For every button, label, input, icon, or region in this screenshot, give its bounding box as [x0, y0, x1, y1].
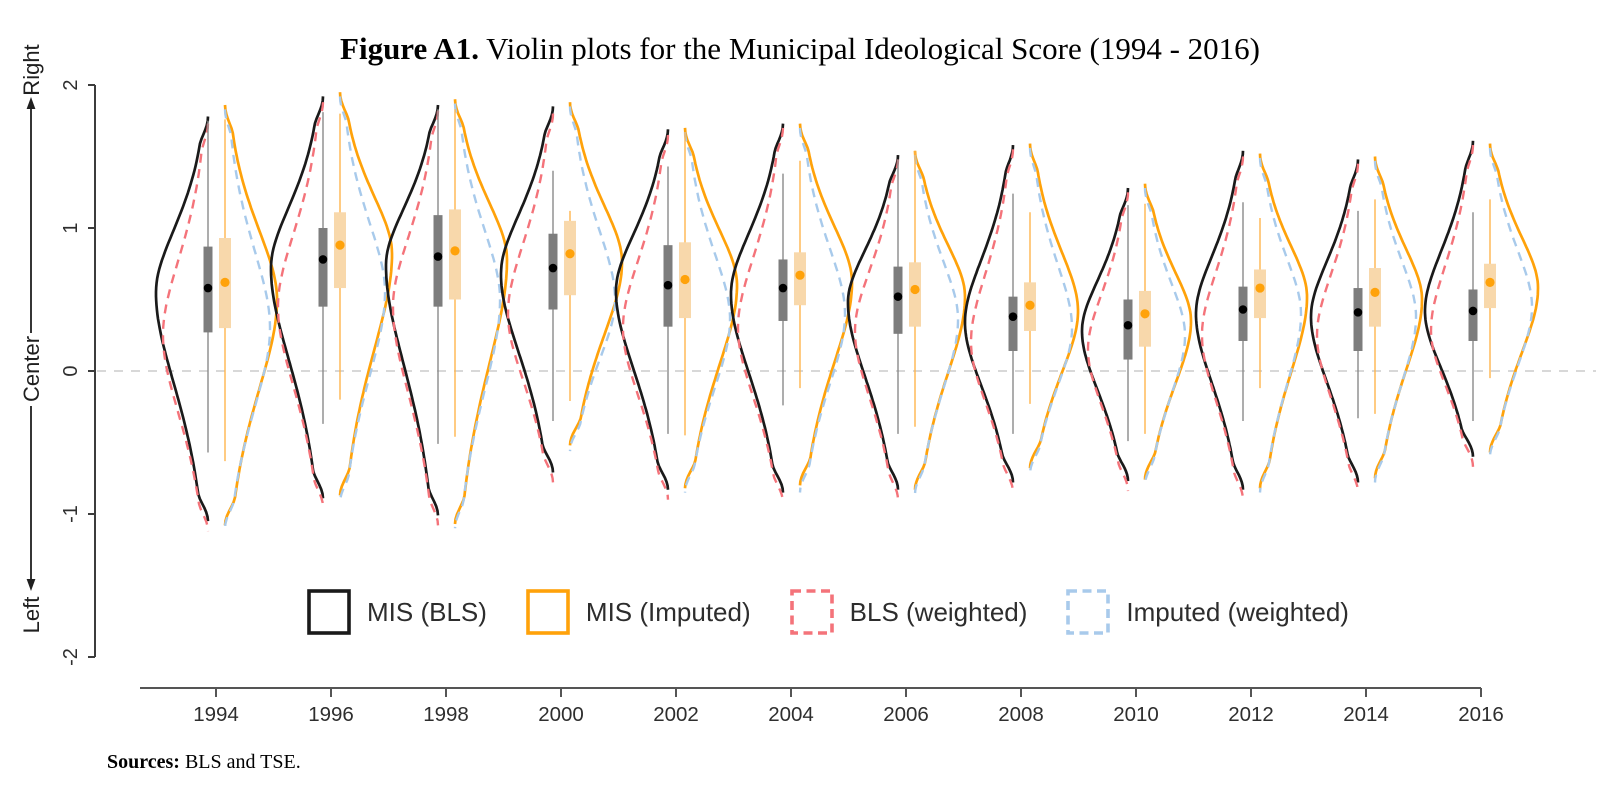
svg-text:2002: 2002 — [653, 703, 699, 726]
imputed-iqr-box — [1254, 269, 1266, 319]
bls-iqr-box — [318, 228, 328, 307]
imputed-iqr-box — [334, 212, 346, 289]
bls-median-dot — [1123, 320, 1133, 330]
legend-item-3: BLS (weighted) — [789, 588, 1028, 636]
sources-note: Sources: BLS and TSE. — [107, 751, 301, 774]
sources-text: BLS and TSE. — [179, 751, 301, 773]
bls-median-dot — [203, 283, 213, 293]
svg-text:0: 0 — [60, 365, 82, 376]
bls-median-dot — [1238, 305, 1248, 314]
imputed-median-dot — [795, 270, 805, 280]
violin-group-2002 — [614, 127, 739, 500]
bls-median-dot — [778, 283, 788, 293]
legend: MIS (BLS) MIS (Imputed) BLS (weighted) Impu… — [306, 588, 1349, 636]
svg-text:2010: 2010 — [1113, 703, 1159, 726]
bls-median-dot — [663, 280, 673, 290]
bls-median-dot — [893, 292, 903, 301]
legend-swatch-icon — [526, 589, 570, 635]
bls-median-dot — [318, 255, 328, 264]
imputed-iqr-box — [1139, 290, 1151, 347]
bls-iqr-box — [1008, 296, 1018, 351]
svg-text:Right: Right — [19, 44, 44, 95]
imputed-median-dot — [1255, 283, 1265, 293]
violin-plot: 2 1 0 -1 -2 Right Center Left 1994 1996 1998 2000 20… — [19, 44, 1596, 726]
svg-text:2014: 2014 — [1343, 703, 1389, 726]
violin-group-2006 — [846, 150, 967, 500]
violin-group-2014 — [1309, 156, 1424, 493]
svg-text:1996: 1996 — [308, 703, 354, 726]
sources-prefix: Sources: — [107, 751, 180, 773]
svg-text:2000: 2000 — [538, 703, 584, 726]
violin-group-2004 — [729, 123, 854, 503]
legend-item-2: MIS (Imputed) — [525, 588, 751, 636]
bls-median-dot — [1468, 306, 1478, 316]
imputed-median-dot — [565, 249, 575, 259]
svg-text:-1: -1 — [60, 505, 82, 523]
imputed-iqr-box — [909, 262, 921, 327]
legend-label: MIS (BLS) — [367, 596, 487, 627]
svg-text:2004: 2004 — [768, 703, 814, 726]
imputed-median-dot — [1025, 300, 1035, 310]
imputed-median-dot — [1485, 277, 1495, 287]
x-axis: 1994 1996 1998 2000 2002 2004 2006 2008 2010 2012… — [140, 687, 1504, 726]
legend-label: MIS (Imputed) — [585, 596, 751, 627]
imputed-median-dot — [450, 246, 460, 256]
imputed-median-dot — [220, 277, 230, 287]
legend-label: Imputed (weighted) — [1126, 596, 1349, 627]
violin-group-2008 — [963, 143, 1080, 493]
bls-median-dot — [1353, 308, 1363, 317]
violin-group-2012 — [1194, 150, 1309, 500]
legend-swatch-icon — [307, 589, 351, 635]
svg-text:2: 2 — [60, 79, 82, 90]
bls-iqr-box — [1353, 288, 1363, 351]
imputed-median-dot — [335, 240, 345, 250]
violin-group-1996 — [269, 92, 394, 508]
svg-text:-2: -2 — [60, 648, 82, 666]
svg-text:2006: 2006 — [883, 703, 929, 726]
arrow-to-left-icon — [26, 406, 36, 591]
violin-group-1998 — [384, 99, 509, 529]
figure-title-prefix: Figure A1. — [340, 31, 479, 66]
legend-label: BLS (weighted) — [849, 596, 1028, 627]
imputed-median-dot — [1140, 309, 1150, 319]
figure-title-text: Violin plots for the Municipal Ideologic… — [478, 31, 1260, 66]
svg-text:Left: Left — [19, 597, 44, 634]
legend-swatch-icon — [1066, 589, 1111, 635]
legend-item-1: MIS (BLS) — [306, 588, 487, 636]
legend-item-4: Imputed (weighted) — [1065, 588, 1349, 636]
legend-swatch-icon — [789, 589, 834, 635]
svg-text:2016: 2016 — [1458, 703, 1504, 726]
imputed-median-dot — [910, 284, 920, 295]
svg-text:1994: 1994 — [193, 703, 239, 726]
svg-text:1998: 1998 — [423, 703, 469, 726]
bls-median-dot — [548, 263, 558, 273]
svg-text:2012: 2012 — [1228, 703, 1274, 726]
y-axis: 2 1 0 -1 -2 Right Center Left — [19, 44, 96, 666]
bls-median-dot — [433, 252, 443, 261]
svg-text:2008: 2008 — [998, 703, 1044, 726]
arrow-to-right-icon — [26, 97, 36, 333]
violin-group-2016 — [1423, 140, 1540, 467]
svg-text:Center: Center — [19, 336, 44, 402]
violin-group-2010 — [1080, 183, 1193, 492]
imputed-median-dot — [680, 274, 690, 285]
imputed-median-dot — [1370, 287, 1380, 297]
figure-title: Figure A1. Violin plots for the Municipa… — [0, 31, 1600, 67]
violin-group-1994 — [154, 104, 279, 532]
imputed-iqr-box — [1369, 268, 1381, 327]
bls-median-dot — [1008, 312, 1018, 321]
violin-group-2000 — [499, 102, 624, 483]
svg-text:1: 1 — [60, 222, 82, 233]
